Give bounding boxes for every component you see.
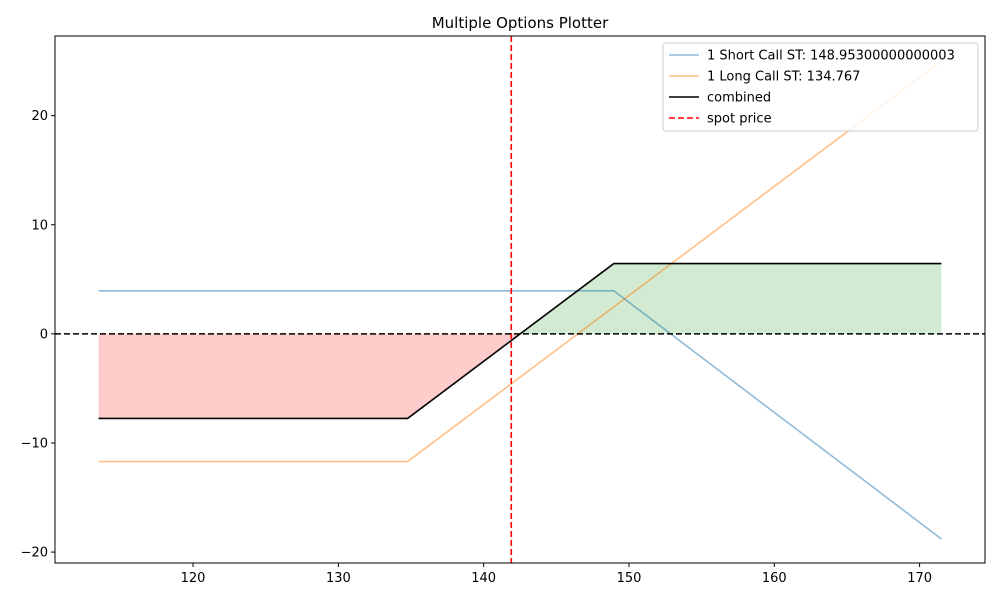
y-tick-label: −10 xyxy=(21,436,48,451)
x-tick-label: 150 xyxy=(617,571,642,586)
legend-box xyxy=(662,42,979,132)
fill-areas xyxy=(98,263,942,419)
y-axis-ticks: −20 −10 0 10 20 xyxy=(21,109,55,561)
x-tick-label: 170 xyxy=(907,571,932,586)
reference-lines xyxy=(55,36,985,563)
x-tick-label: 160 xyxy=(762,571,787,586)
y-tick-label: 20 xyxy=(31,109,48,124)
x-axis-ticks: 120 130 140 150 160 170 xyxy=(181,563,932,586)
series-lines xyxy=(98,60,942,540)
x-tick-label: 120 xyxy=(181,571,206,586)
legend-label: 1 Long Call ST: 134.767 xyxy=(707,70,860,85)
fill-loss xyxy=(98,333,521,419)
y-tick-label: −20 xyxy=(21,546,48,561)
legend-label: combined xyxy=(707,91,771,106)
y-tick-label: 0 xyxy=(40,327,48,342)
fill-profit xyxy=(520,263,942,334)
x-tick-label: 130 xyxy=(326,571,351,586)
axes-frame xyxy=(54,35,986,564)
y-tick-label: 10 xyxy=(31,218,48,233)
legend-label: 1 Short Call ST: 148.95300000000003 xyxy=(707,49,955,64)
series-line-0 xyxy=(98,289,942,540)
series-line-1 xyxy=(98,60,942,463)
series-line-2 xyxy=(98,262,942,420)
chart-title: Multiple Options Plotter xyxy=(432,14,609,32)
legend: 1 Short Call ST: 148.95300000000003 1 Lon… xyxy=(662,42,979,132)
legend-label: spot price xyxy=(707,112,772,127)
x-tick-label: 140 xyxy=(471,571,496,586)
